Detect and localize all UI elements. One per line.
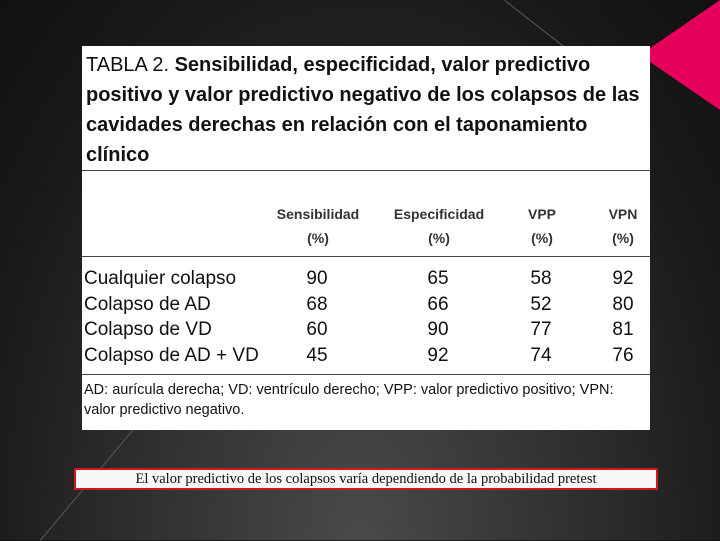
- table-cell: 77: [530, 319, 552, 340]
- column-header-unit: (%): [531, 230, 553, 246]
- column-header-name: Sensibilidad: [276, 206, 360, 222]
- table-title: TABLA 2. Sensibilidad, especificidad, va…: [86, 50, 646, 170]
- table-figure: TABLA 2. Sensibilidad, especificidad, va…: [82, 46, 650, 430]
- column-header-unit: (%): [307, 230, 329, 246]
- table-cell: 90: [427, 319, 449, 340]
- header-rule: [82, 256, 650, 257]
- column-header-unit: (%): [428, 230, 450, 246]
- table-cell: 90: [306, 268, 328, 289]
- column-header-name: VPP: [527, 206, 556, 222]
- column-header-name: Especificidad: [393, 206, 485, 222]
- slide-caption: El valor predictivo de los colapsos varí…: [74, 468, 658, 490]
- table-cell: 45: [306, 345, 328, 366]
- accent-triangle: [640, 0, 720, 110]
- table-cell: 80: [612, 294, 634, 315]
- table-cell: 81: [612, 319, 634, 340]
- table-cell: 92: [427, 345, 449, 366]
- table-cell: 66: [427, 294, 449, 315]
- column-header: VPP (%): [512, 202, 572, 250]
- table-cell: 65: [427, 268, 449, 289]
- table-cell: 68: [306, 294, 328, 315]
- column-header-name: VPN: [608, 206, 638, 222]
- title-rule: [82, 170, 650, 171]
- table-cell: 76: [612, 345, 634, 366]
- row-label: Cualquier colapso: [84, 268, 237, 289]
- row-label: Colapso de AD + VD: [84, 345, 259, 366]
- table-cell: 60: [306, 319, 328, 340]
- column-header: Sensibilidad (%): [268, 202, 368, 250]
- table-footnote: AD: aurícula derecha; VD: ventrículo der…: [84, 382, 614, 418]
- row-label: Colapso de VD: [84, 319, 212, 340]
- table-label: TABLA 2.: [86, 54, 170, 76]
- table-cell: 58: [530, 268, 552, 289]
- footer-rule: [82, 374, 650, 375]
- table-cell: 52: [530, 294, 552, 315]
- table-title-text: Sensibilidad, especificidad, valor predi…: [86, 54, 640, 166]
- table-cell: 74: [530, 345, 552, 366]
- column-header-unit: (%): [612, 230, 634, 246]
- row-label: Colapso de AD: [84, 294, 211, 315]
- column-header: VPN (%): [593, 202, 653, 250]
- table-cell: 92: [612, 268, 634, 289]
- column-header: Especificidad (%): [388, 202, 490, 250]
